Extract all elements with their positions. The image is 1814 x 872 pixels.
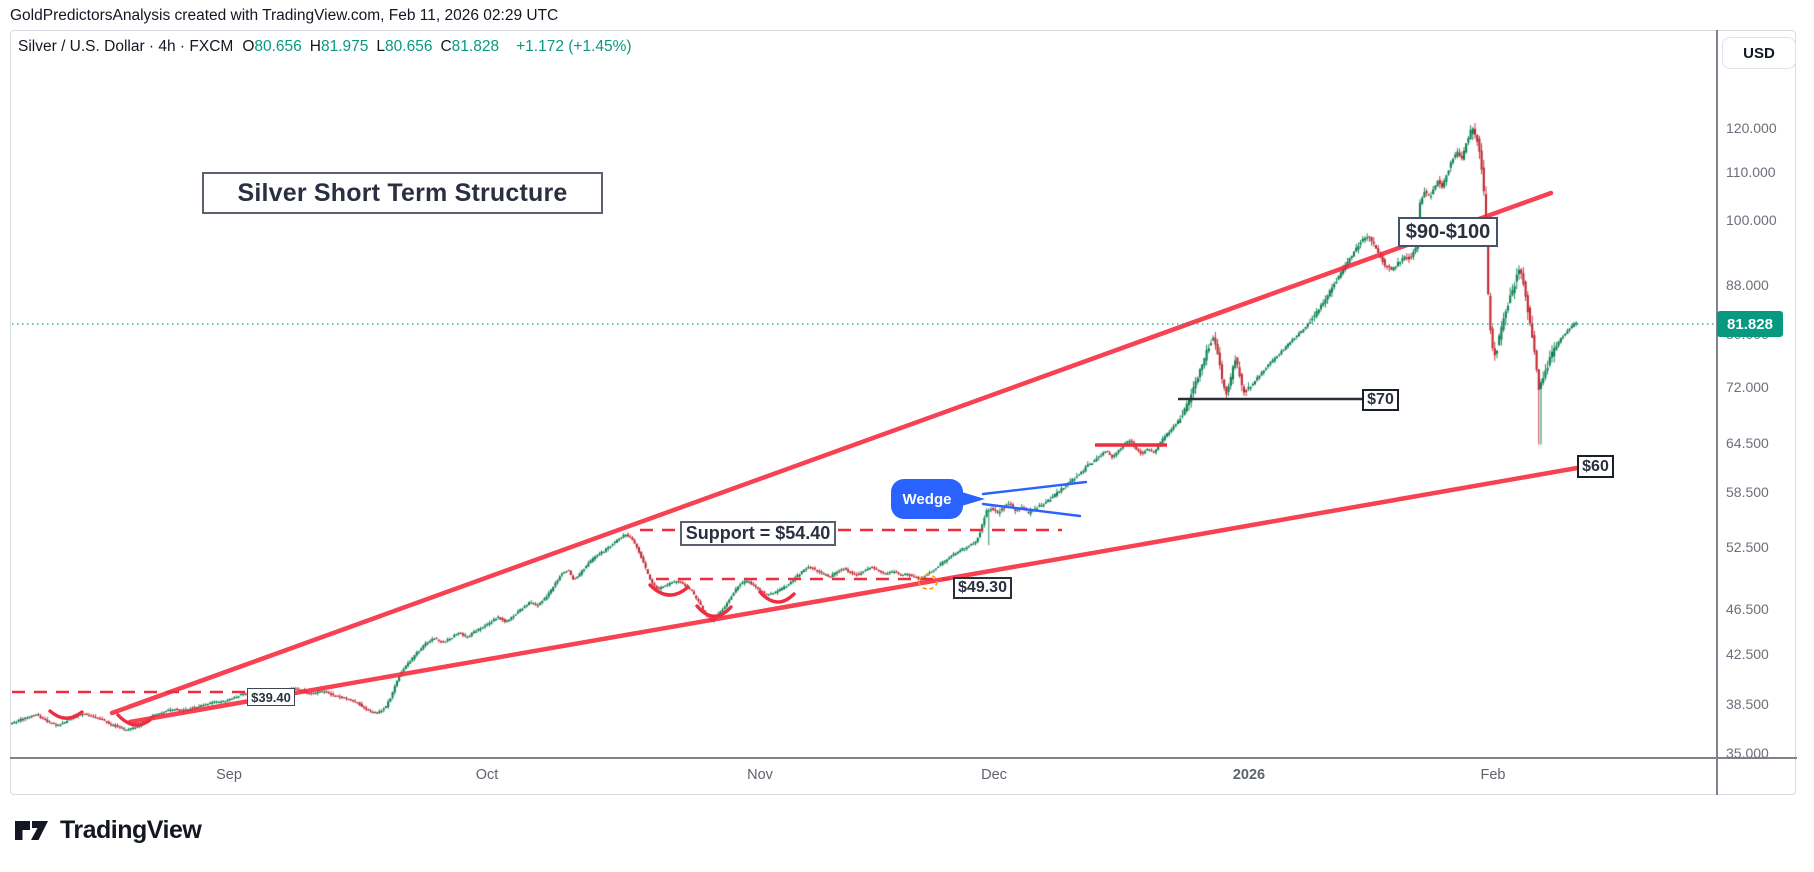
price-tick: 100.000: [1726, 212, 1777, 229]
price-tick: 58.500: [1726, 484, 1769, 501]
price-tick: 64.500: [1726, 434, 1769, 451]
chart-title-label[interactable]: Silver Short Term Structure: [202, 172, 603, 214]
level-3940-label[interactable]: $39.40: [247, 688, 295, 706]
symbol-header[interactable]: Silver / U.S. Dollar · 4h · FXCM O80.656…: [18, 38, 632, 56]
time-tick: Oct: [475, 767, 499, 783]
support-level-label[interactable]: Support = $54.40: [680, 521, 836, 546]
price-tick: 42.500: [1726, 646, 1769, 663]
time-tick: Feb: [1480, 767, 1506, 783]
price-tick: 46.500: [1726, 600, 1769, 617]
price-tick: 35.000: [1726, 744, 1769, 761]
time-tick: 2026: [1232, 767, 1266, 783]
level-70-label[interactable]: $70: [1362, 389, 1399, 411]
price-tick: 110.000: [1726, 164, 1776, 181]
tradingview-footer[interactable]: TradingView: [14, 816, 202, 845]
price-tick: 120.000: [1726, 120, 1777, 136]
wedge-callout-label[interactable]: Wedge: [902, 490, 952, 508]
price-tick: 88.000: [1726, 277, 1769, 294]
level-60-label[interactable]: $60: [1577, 455, 1614, 478]
time-axis-separator: [10, 757, 1797, 759]
currency-toggle-button[interactable]: USD: [1722, 37, 1796, 69]
tradingview-logo-icon: [15, 820, 48, 840]
level-4930-label[interactable]: $49.30: [953, 577, 1012, 599]
last-price-badge: 81.828: [1717, 311, 1783, 337]
change-value: +1.172 (+1.45%): [516, 38, 632, 55]
price-tick: 38.500: [1726, 696, 1769, 713]
time-tick: Dec: [981, 767, 1007, 783]
price-tick: 72.000: [1726, 378, 1769, 395]
time-tick: Nov: [747, 767, 773, 783]
tradingview-wordmark: TradingView: [60, 816, 202, 844]
symbol-title[interactable]: Silver / U.S. Dollar · 4h · FXCM: [18, 38, 234, 55]
ohlc-values: O80.656 H81.975 L80.656 C81.828: [242, 38, 500, 55]
price-axis-separator: [1716, 30, 1718, 795]
price-tick: 52.500: [1726, 539, 1769, 556]
target-zone-label[interactable]: $90-$100: [1398, 217, 1498, 247]
time-tick: Sep: [216, 767, 242, 783]
